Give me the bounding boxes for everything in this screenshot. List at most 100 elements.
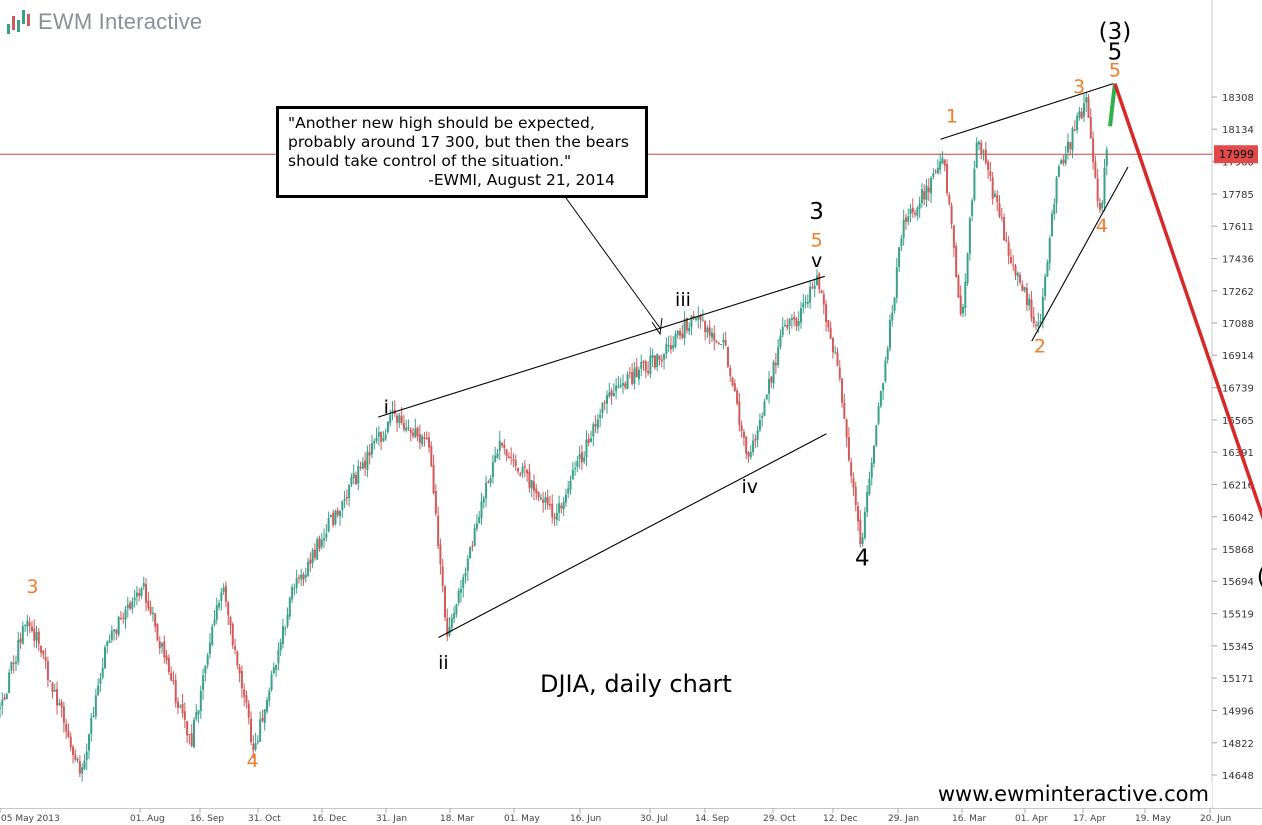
candle-body <box>1064 154 1067 164</box>
candle-body <box>489 478 492 483</box>
candle-body <box>900 238 903 247</box>
candle-body <box>336 510 339 516</box>
candle-body <box>1092 138 1095 162</box>
quote-line-1: "Another new high should be expected, <box>288 114 595 132</box>
candle-body <box>916 207 919 216</box>
price-level-tag <box>1214 145 1258 164</box>
candle-body <box>838 367 841 379</box>
candle-body <box>517 468 520 472</box>
candle-body <box>92 715 95 717</box>
candle-body <box>592 424 595 437</box>
wave-label: 2 <box>1034 335 1046 357</box>
candle-body <box>564 494 567 503</box>
candle-body <box>788 319 791 326</box>
candle-body <box>578 454 581 460</box>
candle-body <box>914 212 917 215</box>
candle-body <box>510 457 513 459</box>
y-tick-label: 15345 <box>1222 642 1254 653</box>
y-tick-label: 18134 <box>1222 125 1254 136</box>
candle-body <box>831 337 834 353</box>
wave-label: v <box>811 250 822 272</box>
y-tick-label: 17611 <box>1222 222 1254 233</box>
candle-body <box>633 368 636 384</box>
candle-body <box>772 361 775 384</box>
candle-body <box>389 414 392 424</box>
candle-body <box>619 384 622 387</box>
candle-body <box>297 577 300 579</box>
candle-body <box>644 361 647 372</box>
candle-body <box>888 319 891 349</box>
candle-body <box>453 613 456 619</box>
candle-body <box>898 247 901 268</box>
candle-body <box>841 378 844 403</box>
candle-body <box>567 488 570 494</box>
candle-body <box>384 434 387 440</box>
chart-caption: DJIA, daily chart <box>540 670 732 698</box>
candle-body <box>165 655 168 661</box>
y-tick-label: 16565 <box>1222 416 1254 427</box>
candle-body <box>414 428 417 438</box>
candle-body <box>208 642 211 654</box>
candle-body <box>405 427 408 431</box>
candle-body <box>599 414 602 418</box>
y-tick-label: 17785 <box>1222 190 1254 201</box>
candle-body <box>1019 274 1022 283</box>
y-tick-label: 14822 <box>1222 739 1254 750</box>
candle-body <box>284 628 287 630</box>
candle-body <box>799 308 802 323</box>
candle-body <box>679 331 682 336</box>
candle-body <box>115 629 118 634</box>
candle-body <box>345 497 348 499</box>
quote-pointer-line <box>565 197 661 329</box>
candle-body <box>697 316 700 320</box>
candle-body <box>706 328 709 333</box>
candle-body <box>777 347 780 365</box>
candle-body <box>507 456 510 459</box>
candle-body <box>343 498 346 501</box>
website-url[interactable]: www.ewminteractive.com <box>934 782 1212 806</box>
candle-body <box>1103 167 1106 204</box>
candle-body <box>590 438 593 443</box>
candle-body <box>651 355 654 358</box>
candle-body <box>24 624 27 626</box>
candle-body <box>158 641 161 649</box>
quote-line-2: probably around 17 300, but then the bea… <box>288 133 629 151</box>
candle-body <box>795 318 798 327</box>
candle-body <box>386 421 389 433</box>
candle-body <box>480 501 483 518</box>
candle-body <box>327 518 330 532</box>
candle-body <box>455 604 458 615</box>
candle-body <box>893 297 896 311</box>
candle-body <box>1078 111 1081 118</box>
candle-body <box>83 760 86 770</box>
y-tick-label: 18308 <box>1222 93 1254 104</box>
candle-body <box>656 353 659 368</box>
candle-body <box>131 601 134 609</box>
candle-body <box>149 607 152 614</box>
wave-label: iv <box>742 476 759 498</box>
candle-body <box>850 462 853 477</box>
candle-body <box>291 587 294 600</box>
candle-body <box>765 394 768 400</box>
candle-body <box>434 491 437 514</box>
candle-body <box>523 465 526 468</box>
candle-body <box>215 605 218 620</box>
candle-body <box>553 516 556 519</box>
candle-body <box>69 736 72 748</box>
candle-body <box>33 628 36 641</box>
candle-body <box>46 661 49 680</box>
candle-body <box>904 217 907 222</box>
wave-label: 5 <box>1108 40 1123 66</box>
candle-body <box>437 515 440 547</box>
candle-body <box>133 597 136 601</box>
candle-body <box>683 318 686 338</box>
candle-body <box>1016 272 1019 277</box>
candle-body <box>243 689 246 697</box>
candle-body <box>106 641 109 646</box>
candle-body <box>464 572 467 577</box>
candle-body <box>1057 166 1060 177</box>
y-tick-label: 16914 <box>1222 351 1254 362</box>
candle-body <box>332 512 335 526</box>
candle-body <box>501 442 504 446</box>
